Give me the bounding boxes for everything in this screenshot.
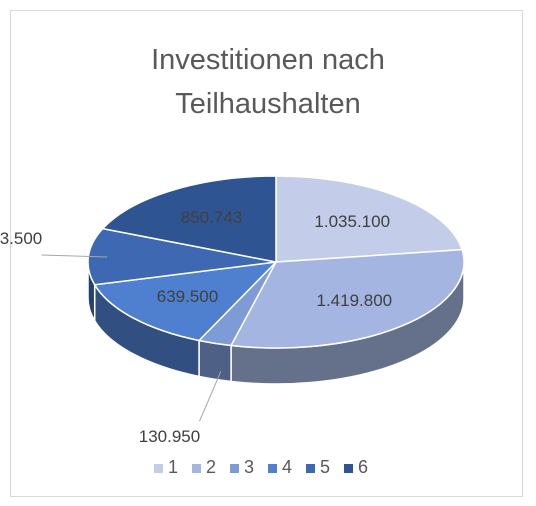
legend-swatch	[268, 464, 277, 473]
legend-label: 2	[206, 457, 217, 477]
data-label: 639.500	[156, 286, 219, 306]
chart-title: Investitionen nach Teilhaushalten	[151, 44, 385, 120]
slice	[93, 260, 279, 342]
data-label: 130.950	[138, 427, 201, 447]
chart-frame	[10, 10, 523, 497]
data-label: 1.035.100	[314, 211, 391, 231]
legend-label: 4	[282, 457, 293, 477]
slice-side	[198, 339, 232, 383]
legend-swatch	[306, 464, 315, 473]
legend-label: 3	[244, 457, 255, 477]
slice	[101, 175, 277, 263]
data-label: 483.500	[0, 228, 43, 248]
legend-swatch	[154, 464, 163, 473]
leader-line	[199, 370, 222, 422]
legend-label: 6	[358, 457, 369, 477]
slice	[275, 175, 464, 263]
legend-swatch	[344, 464, 353, 473]
data-label: 1.419.800	[316, 291, 393, 311]
slice	[229, 248, 465, 349]
leader-line	[41, 254, 108, 258]
legend-swatch	[192, 464, 201, 473]
legend-label: 1	[168, 457, 179, 477]
data-label: 850.743	[180, 207, 243, 227]
legend-swatch	[230, 464, 239, 473]
legend-label: 5	[320, 457, 331, 477]
